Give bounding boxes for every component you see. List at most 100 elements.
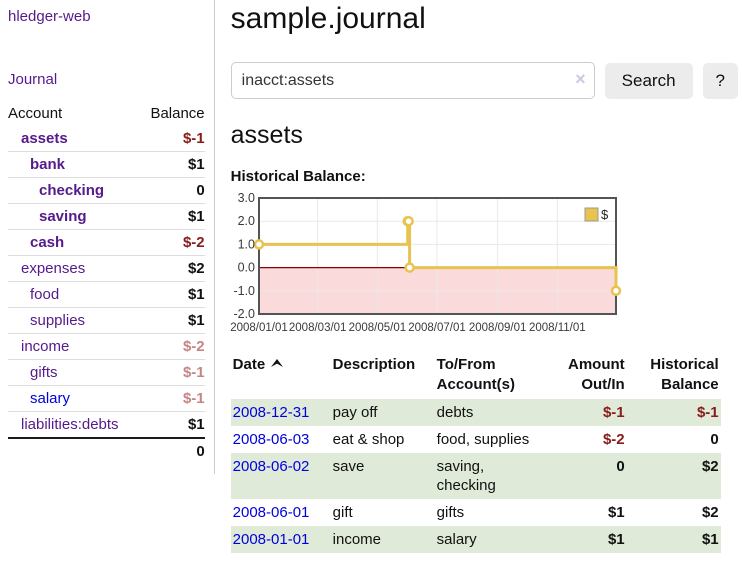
transaction-accounts: salary <box>436 531 477 548</box>
brand-link[interactable]: hledger-web <box>8 8 91 25</box>
help-button[interactable]: ? <box>702 62 738 99</box>
account-balance: $2 <box>139 255 205 282</box>
account-row: bank $1 <box>8 151 205 178</box>
account-balance: $-2 <box>139 333 205 360</box>
account-row: assets $-1 <box>8 126 205 152</box>
account-row: income $-2 <box>8 333 205 360</box>
register-row: 2008-01-01 income salary $1 $1 <box>230 526 721 553</box>
svg-text:2.0: 2.0 <box>237 214 254 228</box>
historical-balance-chart: $3.0 2.0 1.0 0.0 -1.0 -2.0 2008/01/01 2008/03/0… <box>230 191 738 339</box>
account-column-header: Account <box>8 105 63 122</box>
transaction-accounts: debts <box>436 404 474 421</box>
accounts-total-value: 0 <box>139 437 205 464</box>
svg-text:2008/01/01: 2008/01/01 <box>230 322 288 334</box>
svg-text:3.0: 3.0 <box>237 191 254 205</box>
date-column-header[interactable]: Date <box>231 353 331 399</box>
svg-text:2008/09/01: 2008/09/01 <box>469 322 527 334</box>
transaction-balance: 0 <box>710 431 719 448</box>
transaction-description: eat & shop <box>332 431 405 448</box>
account-link[interactable]: saving <box>39 208 87 225</box>
transaction-accounts: food, supplies <box>436 431 530 448</box>
account-balance: $-2 <box>139 229 205 256</box>
account-link[interactable]: liabilities:debts <box>21 416 119 433</box>
account-link[interactable]: food <box>30 286 60 303</box>
svg-text:2008/03/01: 2008/03/01 <box>289 322 347 334</box>
register-row: 2008-12-31 pay off debts $-1 $-1 <box>230 399 721 426</box>
account-heading: assets <box>230 121 303 149</box>
transaction-date-link[interactable]: 2008-12-31 <box>232 404 310 421</box>
sidebar-item-journal[interactable]: Journal <box>8 71 58 88</box>
svg-text:1.0: 1.0 <box>237 237 254 251</box>
clear-search-icon[interactable]: × <box>575 69 586 89</box>
transaction-description: gift <box>332 504 353 521</box>
account-row: salary $-1 <box>8 385 205 412</box>
amount-column-header: Amount Out/In <box>568 356 625 393</box>
transaction-description: save <box>332 458 365 475</box>
account-link[interactable]: salary <box>30 390 71 407</box>
account-balance: $-1 <box>139 385 205 412</box>
svg-text:2008/11/01: 2008/11/01 <box>529 322 586 334</box>
transaction-description: income <box>332 531 382 548</box>
account-table-header: Account Balance <box>8 102 205 126</box>
account-row: saving $1 <box>8 203 205 230</box>
description-column-header: Description <box>332 356 416 373</box>
transaction-accounts: saving, checking <box>436 458 496 494</box>
transaction-balance: $-1 <box>696 404 719 421</box>
account-balance: $1 <box>139 307 205 334</box>
account-row: checking 0 <box>8 177 205 204</box>
account-link[interactable]: bank <box>30 156 66 173</box>
svg-text:2008/07/01: 2008/07/01 <box>408 322 466 334</box>
svg-text:2008/05/01: 2008/05/01 <box>348 322 406 334</box>
account-balance: $1 <box>139 203 205 230</box>
account-balance-table: Account Balance assets $-1 bank $1 checking 0… <box>8 102 205 464</box>
chart-title: Historical Balance: <box>230 168 366 185</box>
account-link[interactable]: checking <box>39 182 105 199</box>
register-table: Date Description To/From Account(s) Amou… <box>230 353 721 553</box>
account-balance: $1 <box>139 281 205 308</box>
sidebar-nav: Journal <box>8 71 205 88</box>
account-row: food $1 <box>8 281 205 308</box>
page-title: sample.journal <box>230 2 426 35</box>
account-link[interactable]: cash <box>30 234 65 251</box>
transaction-amount: $-2 <box>602 431 625 448</box>
transaction-amount: $-1 <box>602 404 625 421</box>
transaction-description: pay off <box>332 404 378 421</box>
transaction-balance: $1 <box>701 531 719 548</box>
svg-text:$: $ <box>601 207 609 222</box>
transaction-amount: $1 <box>607 531 625 548</box>
main-content: sample.journal × Search ? assets Histori… <box>215 0 742 553</box>
accounts-total-row: 0 <box>8 437 205 464</box>
svg-text:-1.0: -1.0 <box>233 284 255 298</box>
register-row: 2008-06-02 save saving, checking 0 $2 <box>230 453 721 499</box>
account-row: gifts $-1 <box>8 359 205 386</box>
transaction-date-link[interactable]: 2008-06-03 <box>232 431 310 448</box>
account-link[interactable]: gifts <box>30 364 58 381</box>
account-balance: $-1 <box>139 359 205 386</box>
legend-swatch <box>584 207 599 222</box>
account-balance: $1 <box>139 411 205 438</box>
accounts-column-header: To/From Account(s) <box>436 356 515 393</box>
account-link[interactable]: assets <box>21 130 68 147</box>
brand: hledger-web <box>8 8 205 25</box>
account-row: expenses $2 <box>8 255 205 282</box>
svg-text:-2.0: -2.0 <box>233 307 255 321</box>
account-link[interactable]: expenses <box>21 260 86 277</box>
svg-text:0.0: 0.0 <box>237 261 254 275</box>
search-input[interactable] <box>230 62 595 99</box>
account-row: cash $-2 <box>8 229 205 256</box>
transaction-accounts: gifts <box>436 504 465 521</box>
sort-ascending-icon <box>271 359 284 367</box>
transaction-date-link[interactable]: 2008-01-01 <box>232 531 310 548</box>
transaction-date-link[interactable]: 2008-06-02 <box>232 458 310 475</box>
account-balance: 0 <box>139 177 205 204</box>
account-row: liabilities:debts $1 <box>8 411 205 438</box>
account-link[interactable]: supplies <box>30 312 86 329</box>
account-balance: $-1 <box>182 130 205 147</box>
register-row: 2008-06-03 eat & shop food, supplies $-2 0 <box>231 426 721 453</box>
search-bar: × Search ? <box>230 62 738 99</box>
account-link[interactable]: income <box>21 338 70 355</box>
balance-column-header-register: Historical Balance <box>650 356 719 393</box>
search-button[interactable]: Search <box>604 62 693 99</box>
transaction-date-link[interactable]: 2008-06-01 <box>232 504 310 521</box>
register-row: 2008-06-01 gift gifts $1 $2 <box>231 499 721 526</box>
